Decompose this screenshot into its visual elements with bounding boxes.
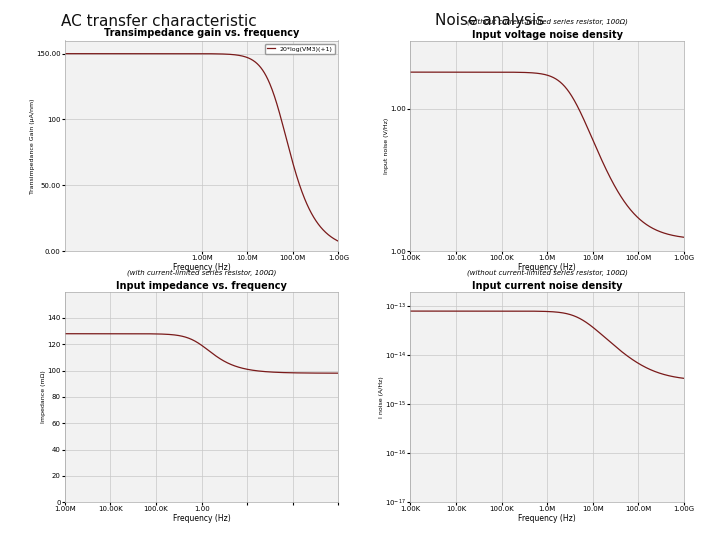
- Y-axis label: Impedance (mΩ): Impedance (mΩ): [41, 370, 46, 423]
- Title: Input voltage noise density: Input voltage noise density: [472, 30, 623, 40]
- Y-axis label: Transimpedance Gain (μA/nm): Transimpedance Gain (μA/nm): [30, 98, 35, 193]
- X-axis label: Frequency (Hz): Frequency (Hz): [173, 262, 230, 272]
- Title: Transimpedance gain vs. frequency: Transimpedance gain vs. frequency: [104, 28, 300, 38]
- Legend: 20*log(VM3)(+1): 20*log(VM3)(+1): [265, 44, 336, 54]
- Text: (without current-limited series resistor, 100Ω): (without current-limited series resistor…: [467, 18, 628, 25]
- Y-axis label: Input noise (V/Hz): Input noise (V/Hz): [384, 118, 389, 174]
- Title: Input current noise density: Input current noise density: [472, 281, 623, 291]
- Text: AC transfer characteristic: AC transfer characteristic: [60, 14, 256, 29]
- Text: (with current-limited series resistor, 100Ω): (with current-limited series resistor, 1…: [127, 269, 276, 276]
- Title: Input impedance vs. frequency: Input impedance vs. frequency: [116, 281, 287, 291]
- X-axis label: Frequency (Hz): Frequency (Hz): [518, 262, 576, 272]
- X-axis label: Frequency (Hz): Frequency (Hz): [173, 514, 230, 523]
- X-axis label: Frequency (Hz): Frequency (Hz): [518, 514, 576, 523]
- Text: (without current-limited series resistor, 100Ω): (without current-limited series resistor…: [467, 269, 628, 276]
- Text: Noise analysis: Noise analysis: [435, 14, 544, 29]
- Y-axis label: I noise (A/Hz): I noise (A/Hz): [379, 376, 384, 418]
